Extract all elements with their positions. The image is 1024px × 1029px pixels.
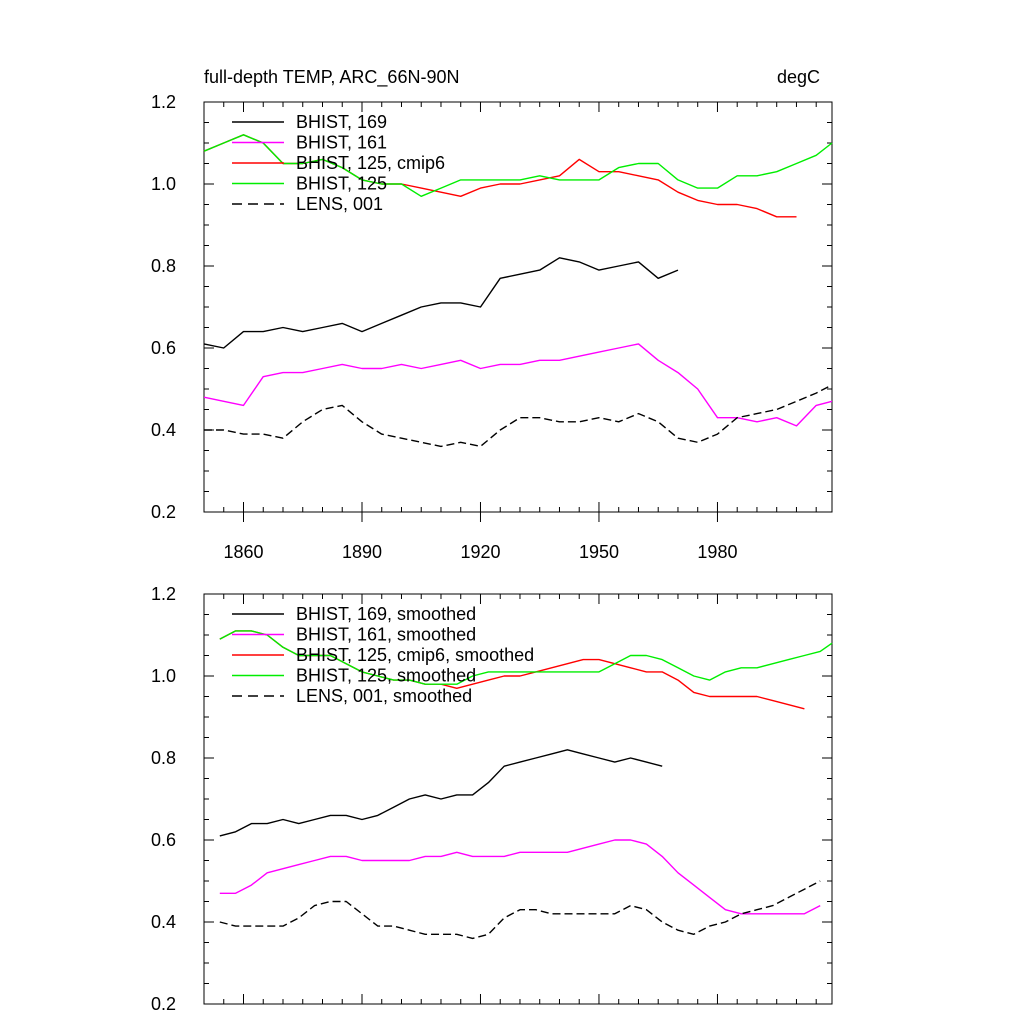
series-line-5 <box>219 880 821 940</box>
legend-label: BHIST, 125 <box>296 174 387 194</box>
legend-label: BHIST, 169 <box>296 112 387 132</box>
legend-label: BHIST, 125, smoothed <box>296 666 476 686</box>
y-tick-label: 0.4 <box>151 912 176 932</box>
series-line-3 <box>203 134 797 218</box>
series-line-1 <box>219 749 663 837</box>
y-tick-label: 0.2 <box>151 994 176 1014</box>
y-tick-label: 0.4 <box>151 420 176 440</box>
chart-title: full-depth TEMP, ARC_66N-90N <box>204 67 459 88</box>
y-tick-label: 0.6 <box>151 338 176 358</box>
x-tick-label: 1890 <box>342 542 382 562</box>
y-tick-label: 1.2 <box>151 92 176 112</box>
x-tick-label: 1920 <box>460 542 500 562</box>
chart-units: degC <box>777 67 820 87</box>
y-tick-label: 0.8 <box>151 748 176 768</box>
x-tick-label: 1860 <box>223 542 263 562</box>
legend-label: BHIST, 161, smoothed <box>296 625 476 645</box>
legend-label: LENS, 001, smoothed <box>296 686 472 706</box>
y-tick-label: 0.2 <box>151 502 176 522</box>
y-tick-label: 0.6 <box>151 830 176 850</box>
x-tick-label: 1950 <box>579 542 619 562</box>
series-line-5 <box>204 384 833 448</box>
series-line-1 <box>203 257 679 349</box>
y-tick-label: 0.8 <box>151 256 176 276</box>
x-tick-label: 1980 <box>697 542 737 562</box>
y-tick-label: 1.2 <box>151 584 176 604</box>
legend-label: LENS, 001 <box>296 194 383 214</box>
y-tick-label: 1.0 <box>151 666 176 686</box>
top-panel: 0.2 0.4 0.6 0.8 1.0 1.2 1860 1890 1920 1950 1980 BH… <box>151 92 833 562</box>
series-line-4 <box>203 134 833 198</box>
series-line-2 <box>219 839 821 915</box>
legend-label: BHIST, 169, smoothed <box>296 604 476 624</box>
y-tick-label: 1.0 <box>151 174 176 194</box>
series-line-2 <box>203 343 833 427</box>
legend-label: BHIST, 161 <box>296 133 387 153</box>
series-line-4 <box>219 630 833 685</box>
legend-label: BHIST, 125, cmip6 <box>296 153 445 173</box>
legend-label: BHIST, 125, cmip6, smoothed <box>296 645 534 665</box>
